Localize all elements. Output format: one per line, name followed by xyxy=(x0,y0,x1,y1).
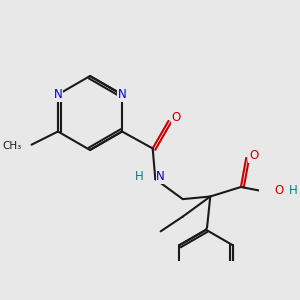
Text: O: O xyxy=(172,111,181,124)
Text: O: O xyxy=(249,149,258,162)
Text: N: N xyxy=(156,170,165,183)
Text: O: O xyxy=(275,184,284,197)
Text: H: H xyxy=(135,170,144,183)
Text: CH₃: CH₃ xyxy=(3,141,22,151)
Text: H: H xyxy=(289,184,297,197)
Text: N: N xyxy=(54,88,62,101)
Text: N: N xyxy=(118,88,126,101)
